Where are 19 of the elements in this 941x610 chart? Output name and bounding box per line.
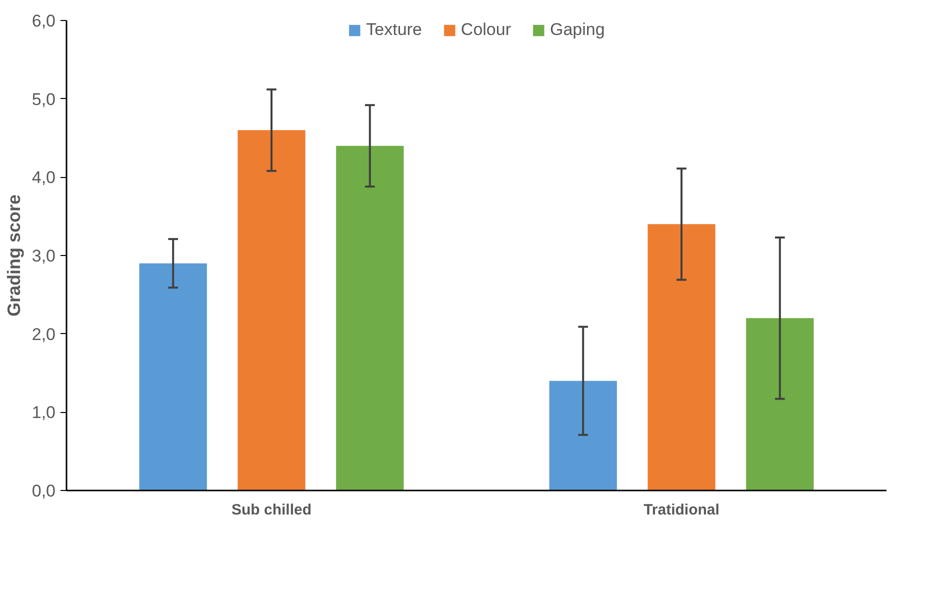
legend-label: Gaping <box>550 20 605 40</box>
y-tick-label: 2,0 <box>32 324 56 344</box>
legend-label: Colour <box>460 20 512 40</box>
bar <box>238 130 306 490</box>
y-tick-label: 4,0 <box>32 168 56 188</box>
bar <box>648 224 716 490</box>
y-tick-label: 1,0 <box>32 403 56 422</box>
y-tick-label: 0,0 <box>32 482 56 500</box>
x-tick-label: Tratidional <box>644 502 720 518</box>
legend-label: Texture <box>366 20 422 40</box>
y-tick-label: 6,0 <box>32 12 56 30</box>
bar <box>139 263 207 490</box>
bar <box>336 146 404 490</box>
y-axis-title: Grading score <box>4 194 24 317</box>
bar <box>549 380 617 490</box>
x-tick-label: Sub chilled <box>231 502 312 518</box>
y-tick-label: 3,0 <box>32 246 56 266</box>
bar <box>746 318 814 490</box>
y-tick-label: 5,0 <box>32 90 56 109</box>
